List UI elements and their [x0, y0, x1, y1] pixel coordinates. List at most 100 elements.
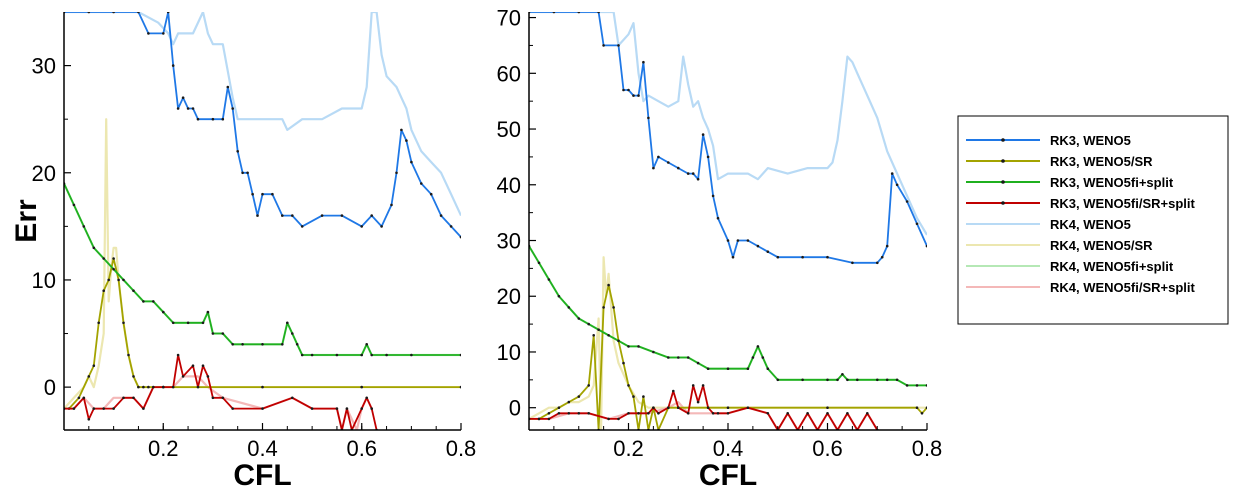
data-point [360, 407, 364, 410]
data-point [429, 192, 433, 196]
data-point [866, 412, 869, 415]
data-point [365, 396, 369, 400]
series-line-2 [529, 245, 927, 387]
data-point [97, 321, 100, 325]
data-point [667, 356, 670, 359]
data-point [851, 261, 854, 265]
data-point [925, 406, 927, 409]
data-point [686, 356, 690, 359]
data-point [211, 332, 215, 335]
y-tick-label: 60 [497, 61, 521, 86]
series-line-5 [64, 118, 461, 410]
data-point [142, 385, 145, 389]
x-tick-label: 0.2 [148, 436, 179, 461]
legend-label: RK4, WENO5 [1050, 217, 1131, 232]
data-point [597, 12, 600, 14]
data-point [751, 356, 755, 359]
data-point [281, 214, 284, 217]
data-point [261, 343, 264, 346]
data-point [72, 407, 76, 410]
data-point [537, 417, 541, 421]
data-point [281, 343, 284, 346]
data-point [231, 107, 234, 110]
data-point [112, 257, 115, 260]
data-point [370, 214, 374, 217]
data-point [826, 255, 829, 259]
data-point [642, 395, 645, 398]
data-point [885, 378, 889, 382]
data-point [826, 412, 829, 415]
data-point [905, 384, 909, 387]
data-point [295, 343, 299, 346]
data-point [880, 255, 884, 259]
data-point [627, 345, 630, 348]
data-point [171, 385, 175, 389]
data-point [876, 261, 879, 265]
data-point [726, 239, 730, 242]
data-point [171, 321, 175, 325]
data-point [706, 155, 710, 159]
data-point [206, 310, 210, 314]
plot-area [529, 12, 927, 430]
data-point [622, 361, 625, 365]
data-point [696, 177, 700, 181]
data-point [117, 278, 120, 282]
data-point [196, 385, 200, 389]
data-point [335, 353, 339, 357]
data-point [300, 225, 304, 228]
data-point [701, 384, 705, 387]
data-point [627, 88, 630, 92]
data-point [107, 278, 110, 282]
legend-label: RK4, WENO5fi/SR+split [1050, 280, 1195, 295]
data-point [677, 406, 680, 410]
data-point [82, 225, 86, 228]
data-point [186, 321, 190, 325]
data-point [716, 412, 720, 415]
data-point [162, 385, 165, 389]
data-point [201, 321, 205, 325]
legend-box [957, 115, 1229, 325]
data-point [405, 139, 408, 142]
y-tick-label: 30 [32, 54, 56, 79]
data-point [920, 412, 924, 415]
data-point [602, 44, 605, 47]
data-point [137, 12, 140, 14]
data-point [617, 417, 620, 421]
data-point [241, 343, 244, 346]
data-point [310, 353, 314, 357]
data-point [246, 171, 249, 175]
data-point [137, 385, 140, 389]
data-point [87, 418, 91, 421]
data-point [691, 172, 695, 175]
data-point [92, 364, 96, 368]
data-point [587, 384, 590, 387]
legend: RK3, WENO5 RK3, WENO5/SR RK3, WENO5fi+spli… [957, 115, 1229, 325]
data-point [756, 345, 760, 348]
data-point [701, 133, 705, 136]
data-point [191, 364, 195, 368]
data-point [176, 353, 180, 357]
data-point [459, 385, 461, 389]
y-axis-label: Err [10, 199, 43, 243]
data-point [766, 250, 770, 253]
series-line-5 [529, 256, 927, 430]
series-line-6 [529, 245, 927, 387]
data-point [340, 214, 344, 217]
y-tick-label: 0 [509, 396, 521, 421]
data-point [547, 417, 551, 421]
data-point [176, 107, 180, 110]
data-point [127, 353, 130, 357]
data-point [77, 396, 81, 400]
y-tick-label: 20 [32, 161, 56, 186]
data-point [335, 407, 339, 410]
y-tick-label: 50 [497, 117, 521, 142]
y-tick-label: 70 [497, 6, 521, 31]
data-point [291, 332, 294, 335]
legend-label: RK4, WENO5fi+split [1050, 259, 1174, 274]
data-point [677, 356, 680, 359]
data-point [632, 94, 635, 97]
data-point [711, 412, 715, 415]
data-point [147, 385, 150, 389]
data-point [221, 117, 225, 121]
data-point [726, 412, 730, 415]
